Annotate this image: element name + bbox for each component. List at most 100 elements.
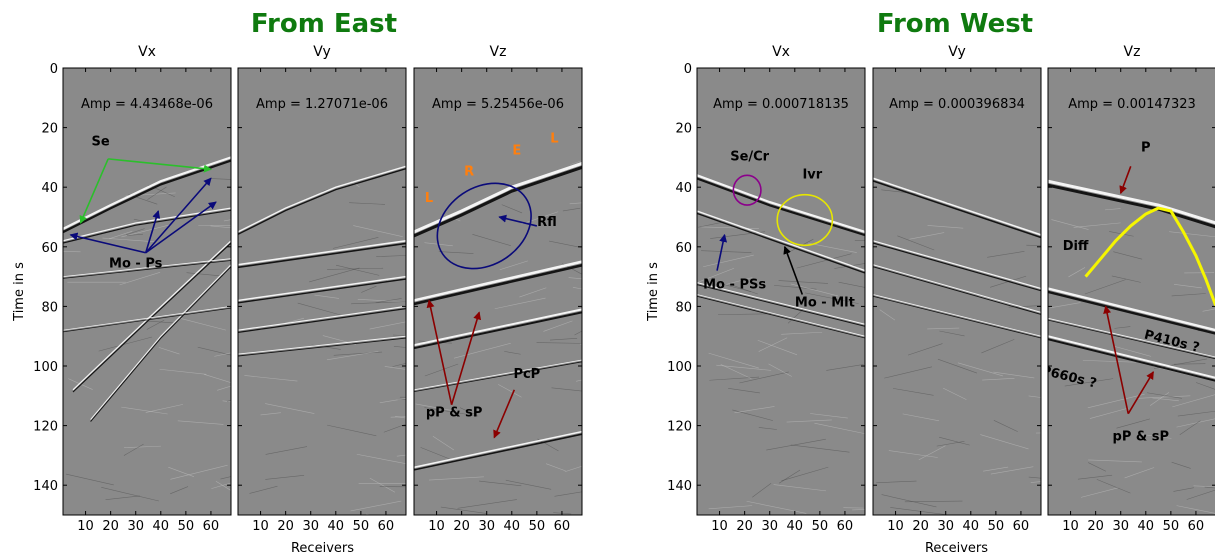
x-tick-label: 40 — [504, 519, 521, 534]
noise-streak — [752, 482, 772, 498]
y-tick-label: 0 — [50, 62, 58, 77]
noise-streak — [126, 233, 144, 236]
noise-streak — [1088, 462, 1107, 472]
noise-streak — [211, 482, 231, 489]
annotation-arrow — [144, 210, 161, 253]
noise-streak — [1116, 418, 1151, 429]
panel-body — [238, 68, 406, 515]
noise-streak — [179, 317, 227, 331]
seismic-event-peak — [238, 165, 406, 233]
noise-streak — [396, 454, 406, 457]
x-tick-label: 20 — [736, 519, 753, 534]
panel-vx-west: Se/Cr Ivr Mo - PSs Mo - Mlt Amp = 0.00071813… — [667, 44, 866, 534]
noise-streak — [732, 409, 774, 421]
x-tick-label: 60 — [1013, 519, 1030, 534]
noise-streak — [564, 465, 582, 473]
noise-streak — [501, 204, 523, 214]
seismic-event-peak — [1048, 317, 1215, 358]
noise-streak — [977, 295, 1013, 306]
noise-streak — [1204, 486, 1215, 489]
seismic-event-trough — [414, 264, 582, 306]
noise-streak — [909, 232, 945, 240]
noise-streak — [223, 219, 231, 222]
noise-streak — [125, 228, 145, 236]
noise-streak — [260, 412, 281, 416]
noise-streak — [384, 366, 406, 370]
seismic-event-trough — [238, 168, 406, 235]
seismic-event-trough — [72, 242, 231, 393]
noise-streak — [369, 321, 406, 330]
seismic-event-trough — [697, 295, 865, 339]
noise-streak — [1111, 275, 1141, 283]
noise-streak — [244, 375, 298, 382]
noise-streak — [902, 413, 940, 422]
annotation-arrow — [145, 201, 217, 254]
x-tick-label: 30 — [302, 519, 319, 534]
seismic-event-peak — [63, 306, 231, 331]
panel-vz-east: L R E L Rfl pP & sP PcP Amp = 5.25456e-06 Vz 10 20… — [413, 44, 583, 534]
seismic-event-trough — [414, 165, 582, 238]
noise-streak — [1084, 279, 1126, 295]
seismic-event-peak — [1048, 179, 1215, 225]
y-tick-label: 40 — [675, 181, 692, 196]
noise-streak — [879, 309, 896, 321]
noise-streak — [314, 294, 340, 299]
annotation-arrow — [79, 158, 109, 224]
panel-frame — [62, 67, 232, 516]
seismic-event-trough — [238, 337, 406, 357]
noise-streak — [428, 476, 484, 481]
noise-streak — [479, 480, 522, 487]
noise-streak — [927, 327, 960, 330]
seismic-event-peak — [238, 335, 406, 355]
noise-streak — [249, 485, 278, 494]
annotation-label: Ivr — [802, 167, 822, 182]
x-tick-label: 30 — [127, 519, 144, 534]
noise-streak — [562, 207, 581, 212]
noise-streak — [457, 499, 517, 509]
noise-streak — [1174, 284, 1202, 289]
noise-streak — [1028, 395, 1041, 398]
noise-streak — [982, 378, 1015, 381]
annotation-label: L — [550, 132, 558, 147]
seismic-event-peak — [414, 260, 582, 302]
noise-streak — [1026, 244, 1041, 246]
seismic-event-peak — [697, 210, 865, 272]
noise-streak — [159, 368, 207, 375]
noise-streak — [519, 287, 547, 298]
noise-streak — [101, 486, 159, 502]
noise-streak — [937, 358, 978, 374]
annotation-label: pP & sP — [426, 406, 483, 421]
noise-streak — [890, 507, 948, 515]
noise-streak — [826, 364, 864, 371]
annotation-arrow — [716, 233, 728, 271]
x-tick-label: 50 — [178, 519, 195, 534]
seismic-event-trough — [1048, 319, 1215, 360]
group-from-east: From East Se Mo - Ps Amp = 4.43468e-06 Vx 10 2… — [12, 9, 583, 556]
seismic-event-trough — [1048, 338, 1215, 382]
noise-streak — [987, 251, 1025, 258]
annotation-label: Diff — [1063, 239, 1089, 254]
noise-streak — [1193, 485, 1215, 488]
noise-streak — [105, 495, 140, 500]
annotation-label: Se — [92, 134, 110, 149]
noise-streak — [993, 371, 1035, 379]
noise-streak — [158, 347, 180, 355]
panel-vx-east: Se Mo - Ps Amp = 4.43468e-06 Vx 10 20 30 40 50 60… — [33, 44, 232, 534]
seismic-event-trough — [697, 284, 865, 327]
diffraction-curve — [1084, 206, 1215, 307]
x-tick-label: 20 — [453, 519, 470, 534]
x-tick-label: 60 — [378, 519, 395, 534]
x-tick-label: 60 — [837, 519, 854, 534]
noise-streak — [504, 351, 521, 355]
noise-streak — [790, 444, 850, 453]
noise-streak — [918, 445, 946, 461]
annotation-label: L — [425, 191, 433, 206]
noise-streak — [927, 225, 964, 229]
noise-streak — [148, 320, 176, 324]
noise-streak — [335, 264, 380, 276]
seismic-event-trough — [873, 295, 1041, 339]
noise-streak — [146, 319, 165, 330]
x-tick-label: 10 — [887, 519, 904, 534]
noise-streak — [939, 436, 970, 446]
noise-streak — [459, 407, 478, 416]
